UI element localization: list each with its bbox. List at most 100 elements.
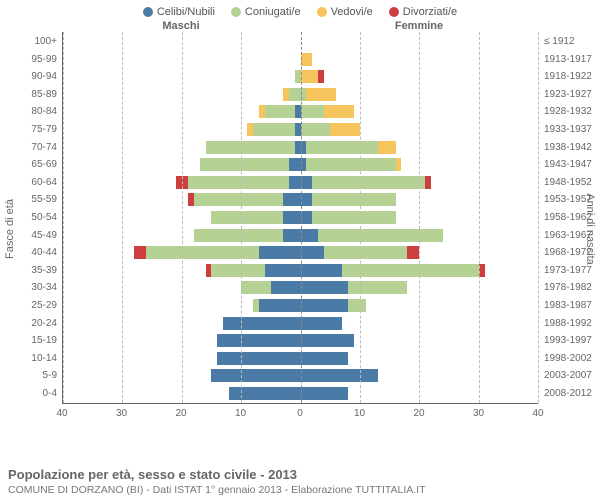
bar-segment bbox=[253, 123, 295, 136]
bar-segment bbox=[206, 141, 295, 154]
bar-segment bbox=[396, 158, 402, 171]
birth-year-label: 2003-2007 bbox=[538, 370, 592, 381]
bar-segment bbox=[312, 176, 425, 189]
bar-segment bbox=[223, 317, 300, 330]
bar-segment bbox=[425, 176, 431, 189]
legend-dot bbox=[317, 7, 327, 17]
bar-segment bbox=[301, 229, 319, 242]
bar-segment bbox=[301, 123, 331, 136]
bar-segment bbox=[378, 141, 396, 154]
bar-segment bbox=[301, 193, 313, 206]
x-tick: 30 bbox=[116, 408, 127, 419]
birth-year-label: 1978-1982 bbox=[538, 282, 592, 293]
bar-segment bbox=[289, 88, 301, 101]
birth-year-label: 1973-1977 bbox=[538, 265, 592, 276]
birth-year-label: 1943-1947 bbox=[538, 159, 592, 170]
bar-segment bbox=[330, 123, 360, 136]
bar-segment bbox=[301, 211, 313, 224]
header-male: Maschi bbox=[62, 20, 300, 32]
bar-segment bbox=[200, 158, 289, 171]
legend-item: Divorziati/e bbox=[389, 6, 457, 18]
bar-male bbox=[0, 387, 301, 400]
legend-label: Vedovi/e bbox=[331, 6, 373, 18]
bar-segment bbox=[217, 334, 300, 347]
bar-segment bbox=[301, 317, 343, 330]
gridline bbox=[538, 32, 539, 403]
gridline bbox=[182, 32, 183, 403]
birth-year-label: 1933-1937 bbox=[538, 124, 592, 135]
bar-segment bbox=[211, 369, 300, 382]
bar-segment bbox=[289, 158, 301, 171]
x-tick: 0 bbox=[297, 408, 303, 419]
gender-headers: Maschi Femmine bbox=[0, 20, 600, 32]
bar-male bbox=[0, 141, 301, 154]
bar-male bbox=[0, 369, 301, 382]
bar-segment bbox=[241, 281, 271, 294]
legend-dot bbox=[231, 7, 241, 17]
legend-dot bbox=[389, 7, 399, 17]
bar-segment bbox=[301, 281, 349, 294]
bar-segment bbox=[301, 334, 354, 347]
bar-segment bbox=[194, 193, 283, 206]
bar-male bbox=[0, 158, 301, 171]
bar-segment bbox=[312, 193, 395, 206]
chart-subtitle: COMUNE DI DORZANO (BI) - Dati ISTAT 1° g… bbox=[8, 484, 592, 496]
bar-segment bbox=[407, 246, 419, 259]
bar-male bbox=[0, 35, 301, 48]
bar-segment bbox=[217, 352, 300, 365]
legend-item: Coniugati/e bbox=[231, 6, 301, 18]
gridline bbox=[122, 32, 123, 403]
bar-segment bbox=[301, 53, 313, 66]
bar-segment bbox=[342, 264, 479, 277]
legend-item: Celibi/Nubili bbox=[143, 6, 215, 18]
bar-male bbox=[0, 88, 301, 101]
bar-segment bbox=[283, 193, 301, 206]
bar-segment bbox=[134, 246, 146, 259]
birth-year-label: 1963-1967 bbox=[538, 230, 592, 241]
header-female: Femmine bbox=[300, 20, 538, 32]
bar-segment bbox=[211, 264, 264, 277]
bar-male bbox=[0, 299, 301, 312]
birth-year-label: 1958-1962 bbox=[538, 212, 592, 223]
bar-male bbox=[0, 317, 301, 330]
x-axis: 40302010010203040 bbox=[62, 406, 538, 426]
bar-segment bbox=[324, 246, 407, 259]
legend-dot bbox=[143, 7, 153, 17]
bar-male bbox=[0, 70, 301, 83]
birth-year-label: 1928-1932 bbox=[538, 106, 592, 117]
bar-segment bbox=[306, 88, 336, 101]
bar-segment bbox=[194, 229, 283, 242]
bar-segment bbox=[301, 176, 313, 189]
birth-year-label: 1953-1957 bbox=[538, 194, 592, 205]
bar-segment bbox=[318, 229, 443, 242]
x-tick: 10 bbox=[235, 408, 246, 419]
bar-segment bbox=[301, 369, 378, 382]
bar-male bbox=[0, 176, 301, 189]
bar-segment bbox=[211, 211, 282, 224]
bar-segment bbox=[283, 229, 301, 242]
bar-segment bbox=[301, 70, 319, 83]
bar-segment bbox=[324, 105, 354, 118]
bar-segment bbox=[265, 264, 301, 277]
bar-segment bbox=[306, 141, 377, 154]
gridline bbox=[419, 32, 420, 403]
bar-male bbox=[0, 53, 301, 66]
bar-segment bbox=[301, 299, 349, 312]
bar-segment bbox=[348, 299, 366, 312]
bar-segment bbox=[312, 211, 395, 224]
chart-footer: Popolazione per età, sesso e stato civil… bbox=[8, 467, 592, 496]
legend-item: Vedovi/e bbox=[317, 6, 373, 18]
birth-year-label: 1993-1997 bbox=[538, 335, 592, 346]
legend-label: Celibi/Nubili bbox=[157, 6, 215, 18]
bar-male bbox=[0, 229, 301, 242]
bar-male bbox=[0, 211, 301, 224]
birth-year-label: 1948-1952 bbox=[538, 177, 592, 188]
bar-male bbox=[0, 246, 301, 259]
gridline bbox=[479, 32, 480, 403]
gridline bbox=[241, 32, 242, 403]
bar-male bbox=[0, 281, 301, 294]
birth-year-label: 1918-1922 bbox=[538, 71, 592, 82]
bar-segment bbox=[301, 246, 325, 259]
bar-segment bbox=[271, 281, 301, 294]
birth-year-label: 1998-2002 bbox=[538, 353, 592, 364]
